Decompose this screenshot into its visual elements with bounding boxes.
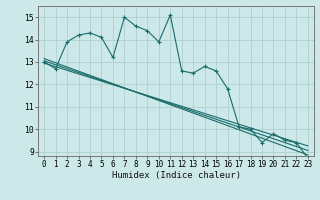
X-axis label: Humidex (Indice chaleur): Humidex (Indice chaleur) [111, 171, 241, 180]
